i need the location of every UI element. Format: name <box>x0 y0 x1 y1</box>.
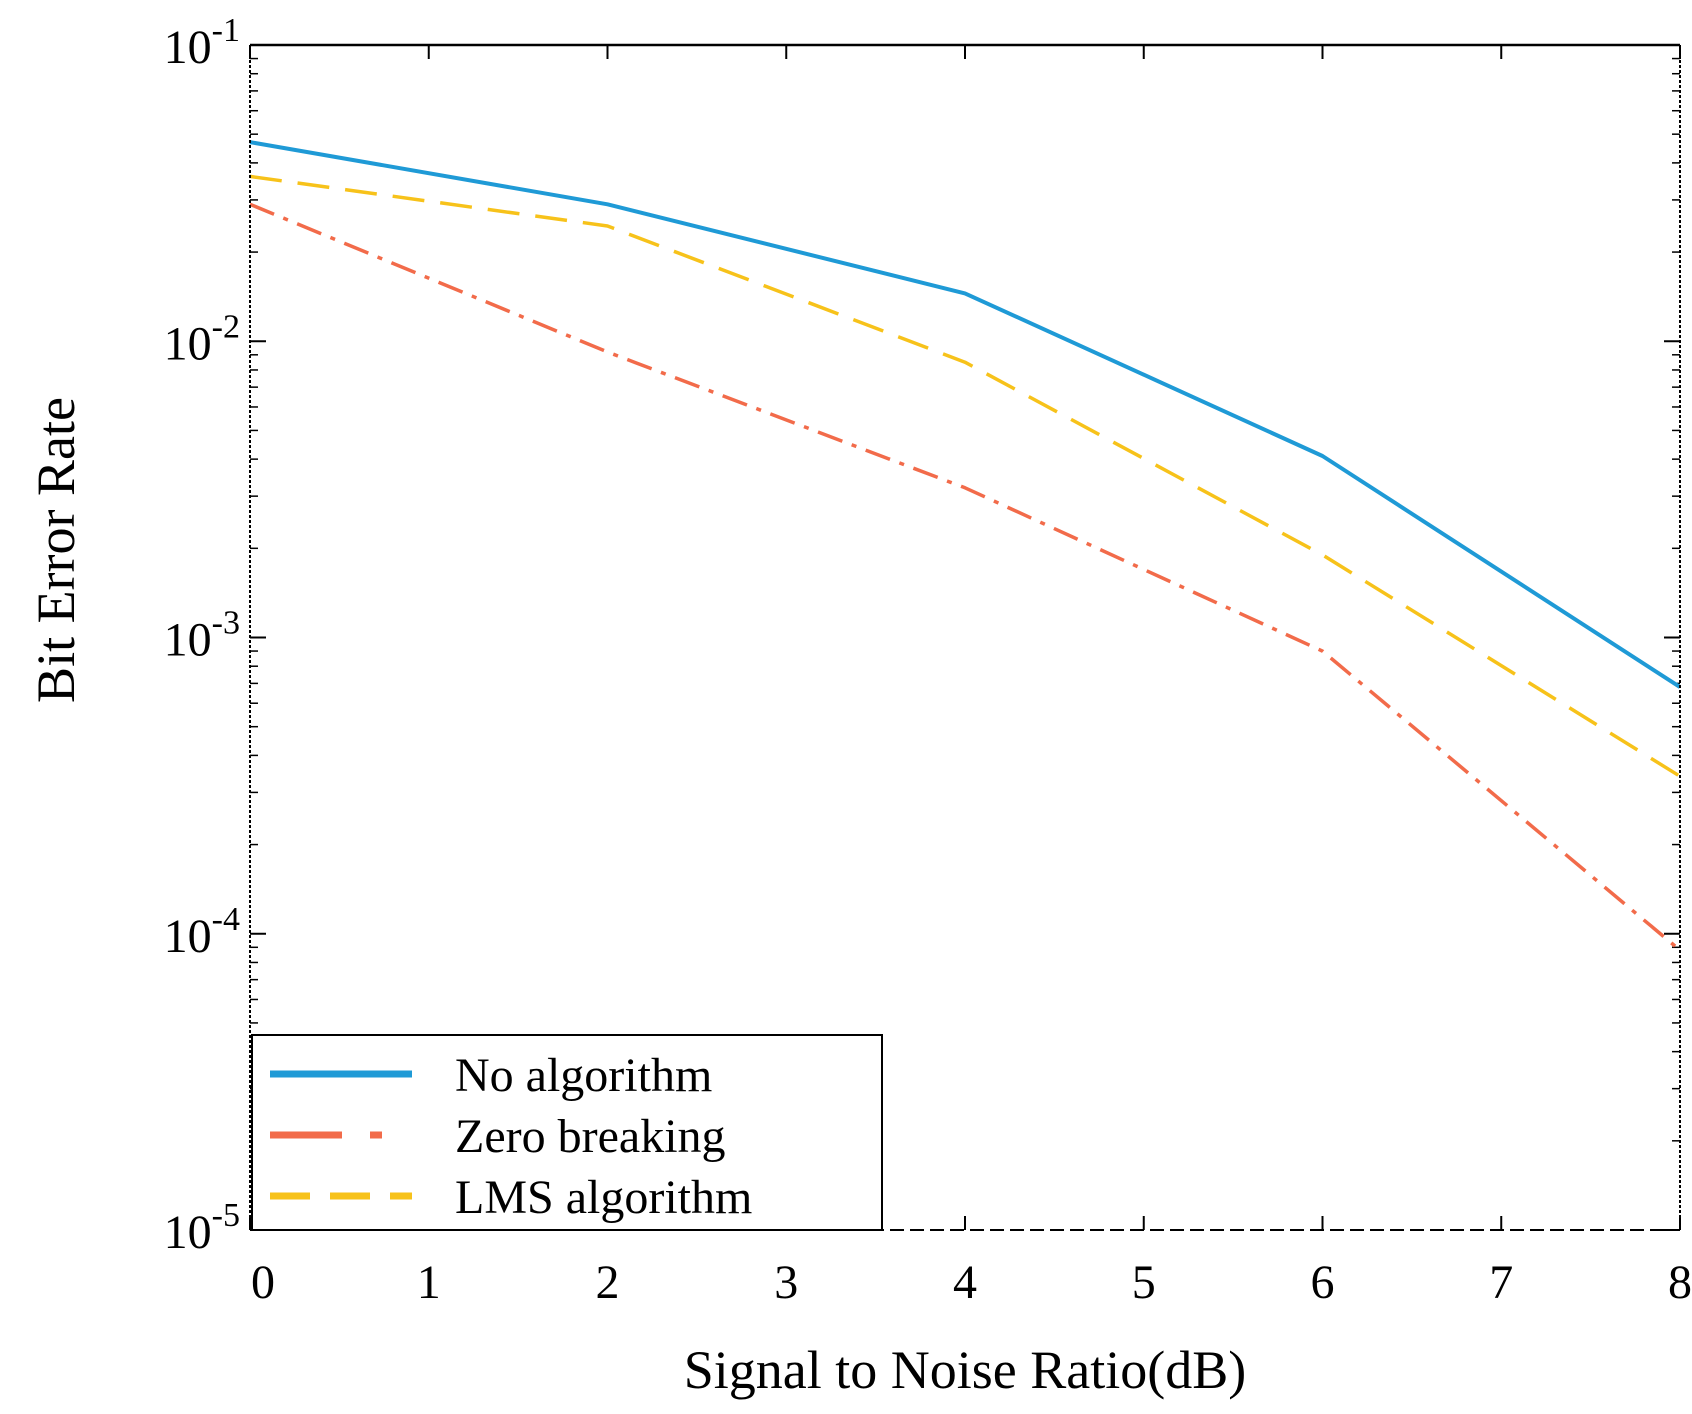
legend-label-lms-algorithm: LMS algorithm <box>455 1171 752 1224</box>
legend: No algorithm Zero breaking LMS algorithm <box>251 1034 883 1231</box>
series-line-lms-algorithm <box>249 174 1681 778</box>
x-tick-label-2: 2 <box>596 1256 620 1309</box>
y-tick-label--1: 10-1 <box>164 12 240 74</box>
series-layer <box>249 140 1682 952</box>
y-tick-label--3: 10-3 <box>164 605 240 667</box>
x-tick-label-8: 8 <box>1668 1256 1692 1309</box>
legend-label-no-algorithm: No algorithm <box>455 1049 712 1102</box>
plot-area <box>250 45 1680 1230</box>
x-axis: 0 1 2 3 4 5 6 7 8 <box>249 45 1692 1309</box>
x-tick-label-4: 4 <box>953 1256 977 1309</box>
series-line-no-algorithm <box>249 140 1682 689</box>
y-axis-title: Bit Error Rate <box>26 397 86 703</box>
y-tick-label--4: 10-4 <box>164 901 240 963</box>
x-tick-label-0: 0 <box>251 1256 275 1309</box>
y-axis: 10-1 10-2 10-3 10-4 10-5 <box>164 12 1680 1259</box>
x-tick-label-5: 5 <box>1132 1256 1156 1309</box>
x-tick-label-7: 7 <box>1489 1256 1513 1309</box>
x-tick-label-1: 1 <box>417 1256 441 1309</box>
y-tick-label--5: 10-5 <box>164 1197 240 1259</box>
legend-label-zero-breaking: Zero breaking <box>455 1110 726 1163</box>
x-tick-label-6: 6 <box>1311 1256 1335 1309</box>
series-line-zero-breaking <box>249 202 1682 952</box>
x-axis-title: Signal to Noise Ratio(dB) <box>684 1340 1246 1400</box>
y-tick-label--2: 10-2 <box>164 308 240 370</box>
x-tick-label-3: 3 <box>774 1256 798 1309</box>
